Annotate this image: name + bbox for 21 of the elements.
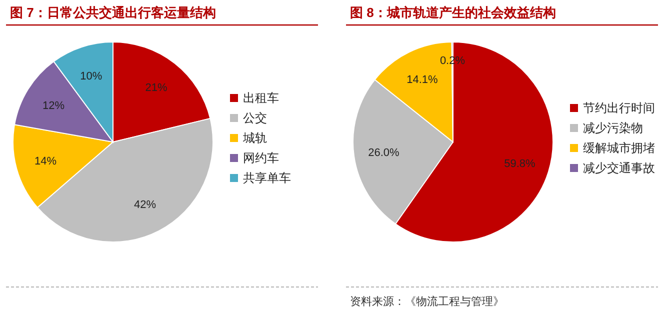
data-label: 12% xyxy=(42,100,65,112)
legend-label: 网约车 xyxy=(243,151,279,165)
data-label: 14% xyxy=(34,156,57,168)
legend-label: 共享单车 xyxy=(243,171,291,185)
data-label: 26.0% xyxy=(368,146,400,159)
legend-label: 节约出行时间 xyxy=(583,101,655,115)
legend-label: 减少污染物 xyxy=(583,121,643,135)
legend-label: 公交 xyxy=(243,111,267,125)
data-label: 42% xyxy=(134,199,156,212)
data-label: 59.8% xyxy=(504,158,536,170)
legend-label: 出租车 xyxy=(243,91,279,105)
data-label: 14.1% xyxy=(406,74,438,86)
legend-label: 缓解城市拥堵 xyxy=(583,141,655,155)
chart-title: 图 7：日常公共交通出行客运量结构 xyxy=(10,5,216,20)
data-label: 0.2% xyxy=(440,55,466,67)
data-label: 21% xyxy=(145,82,168,94)
legend-label: 城轨 xyxy=(242,131,267,145)
legend-label: 减少交通事故 xyxy=(583,161,655,175)
chart-title: 图 8：城市轨道产生的社会效益结构 xyxy=(350,5,556,20)
text: 资料来源：《物流工程与管理》 xyxy=(350,295,504,308)
data-label: 10% xyxy=(80,70,102,82)
